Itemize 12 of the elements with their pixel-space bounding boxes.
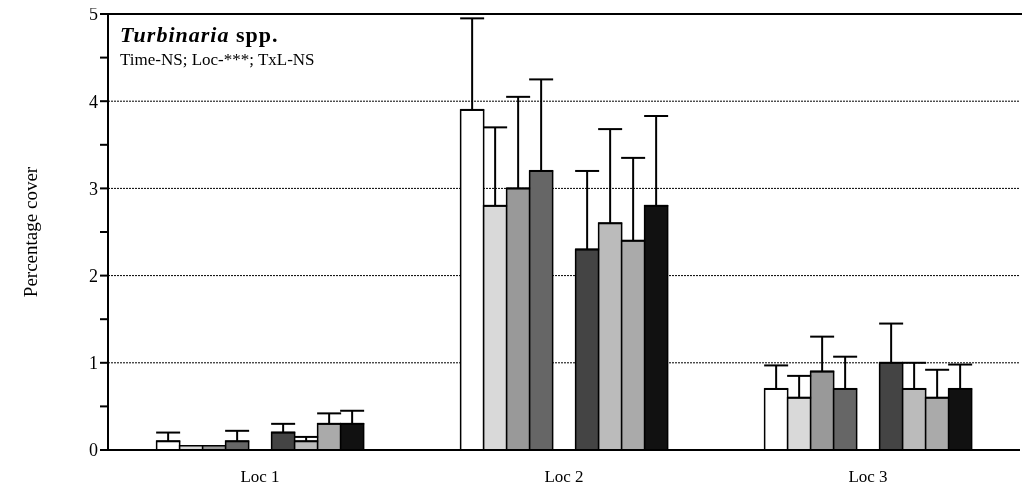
chart-title: Turbinaria spp. xyxy=(120,22,280,48)
x-tick-label: Loc 3 xyxy=(848,467,888,487)
text: Time-NS; Loc-***; TxL-NS xyxy=(120,50,315,70)
x-tick-label: Loc 2 xyxy=(544,467,584,487)
y-tick-label: 1 xyxy=(89,353,98,374)
y-tick-label: 4 xyxy=(89,91,98,112)
y-axis-title: Percentage cover xyxy=(19,166,41,298)
y-tick-label: 5 xyxy=(89,4,98,25)
y-tick-label: 2 xyxy=(89,265,98,286)
y-tick-label: 3 xyxy=(89,178,98,199)
y-tick-label: 0 xyxy=(89,440,98,461)
x-tick-label: Loc 1 xyxy=(240,467,280,487)
